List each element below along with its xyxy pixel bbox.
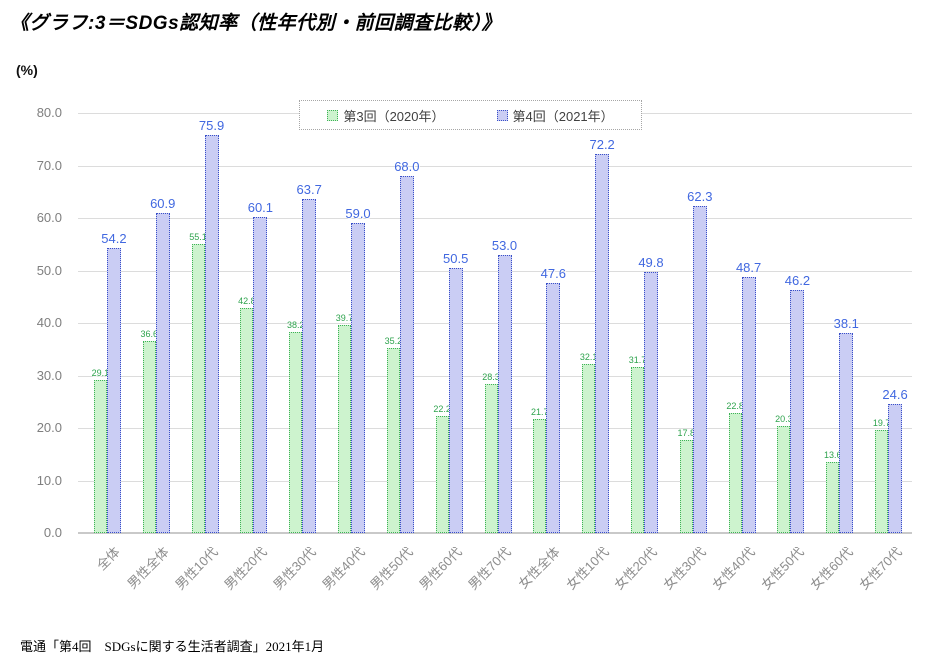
bar-series2-男性全体 bbox=[155, 213, 170, 533]
value-label-series2-女性60代: 38.1 bbox=[833, 315, 859, 331]
value-label-series2-男性20代: 60.1 bbox=[247, 200, 274, 216]
bar-series1-男性10代 bbox=[191, 243, 205, 533]
value-label-series2-男性30代: 63.7 bbox=[296, 181, 322, 197]
bar-series1-男性40代 bbox=[338, 324, 352, 533]
bar-series1-女性40代 bbox=[728, 413, 742, 533]
bar-series2-男性60代 bbox=[448, 267, 463, 533]
bar-series2-男性40代 bbox=[351, 223, 366, 533]
bar-series1-男性70代 bbox=[484, 384, 498, 533]
bar-series2-女性全体 bbox=[546, 283, 561, 533]
value-label-series2-男性40代: 59.0 bbox=[345, 206, 371, 222]
value-label-series1-男性50代: 35.2 bbox=[384, 336, 403, 347]
y-axis-tick-label: 0.0 bbox=[43, 525, 62, 540]
bar-series1-男性50代 bbox=[386, 348, 400, 533]
value-label-series2-女性全体: 47.6 bbox=[540, 266, 566, 282]
bar-series2-男性30代 bbox=[302, 198, 317, 533]
value-label-series2-男性10代: 75.9 bbox=[198, 117, 225, 133]
value-label-series2-女性70代: 24.6 bbox=[882, 386, 908, 402]
value-label-series1-男性全体: 36.6 bbox=[140, 328, 158, 339]
legend-swatch-survey4-icon bbox=[496, 109, 508, 121]
gridline bbox=[78, 270, 912, 272]
value-label-series2-男性70代: 53.0 bbox=[491, 237, 518, 253]
bar-series2-男性50代 bbox=[399, 176, 414, 533]
x-axis-category-label: 女性70代 bbox=[855, 544, 905, 593]
bar-series2-男性70代 bbox=[497, 254, 512, 533]
y-axis-tick-label: 10.0 bbox=[36, 472, 62, 488]
bar-series2-女性50代 bbox=[790, 290, 805, 533]
bar-series1-男性30代 bbox=[289, 332, 303, 533]
bar-series2-男性10代 bbox=[204, 134, 219, 533]
value-label-series1-男性20代: 42.8 bbox=[238, 296, 256, 307]
value-label-series2-全体: 54.2 bbox=[101, 231, 127, 247]
value-label-series2-男性50代: 68.0 bbox=[394, 159, 420, 174]
value-label-series2-女性10代: 72.2 bbox=[589, 136, 615, 152]
legend-label-survey4: 第4回（2021年） bbox=[512, 108, 614, 124]
bar-series1-女性10代 bbox=[582, 364, 596, 533]
value-label-series1-全体: 29.1 bbox=[91, 368, 110, 379]
bar-series2-男性20代 bbox=[253, 217, 268, 533]
value-label-series1-女性全体: 21.7 bbox=[531, 407, 549, 418]
value-label-series2-男性60代: 50.5 bbox=[443, 250, 469, 266]
value-label-series1-女性10代: 32.1 bbox=[579, 352, 598, 363]
bar-series1-女性50代 bbox=[777, 426, 791, 533]
bar-series1-女性30代 bbox=[679, 439, 693, 533]
y-axis-unit-label: (%) bbox=[16, 62, 38, 78]
value-label-series1-男性70代: 28.3 bbox=[482, 372, 500, 383]
bar-series2-女性30代 bbox=[692, 205, 707, 533]
bar-series1-女性20代 bbox=[630, 366, 644, 533]
y-axis-tick-label: 40.0 bbox=[36, 315, 62, 330]
bar-series2-全体 bbox=[106, 248, 121, 533]
value-label-series1-男性40代: 39.7 bbox=[335, 312, 354, 323]
legend-label-survey3: 第3回（2020年） bbox=[343, 108, 445, 124]
bar-series2-女性20代 bbox=[643, 271, 658, 533]
bar-series1-男性60代 bbox=[435, 416, 449, 533]
value-label-series1-女性30代: 17.8 bbox=[677, 427, 696, 438]
legend: 第3回（2020年） 第4回（2021年） bbox=[299, 100, 642, 130]
value-label-series1-男性60代: 22.2 bbox=[433, 404, 451, 415]
value-label-series1-男性10代: 55.1 bbox=[189, 231, 207, 242]
legend-item-survey3: 第3回（2020年） bbox=[327, 106, 445, 125]
bar-series1-全体 bbox=[93, 380, 107, 533]
value-label-series1-女性50代: 20.3 bbox=[775, 414, 793, 425]
value-label-series1-男性30代: 38.2 bbox=[286, 320, 305, 331]
bar-series2-女性70代 bbox=[888, 403, 903, 533]
gridline bbox=[78, 323, 912, 324]
y-axis-tick-label: 20.0 bbox=[36, 420, 62, 435]
source-note: 電通「第4回 SDGsに関する生活者調査」2021年1月 bbox=[20, 639, 325, 654]
legend-item-survey4: 第4回（2021年） bbox=[496, 106, 614, 125]
value-label-series1-女性60代: 13.6 bbox=[823, 449, 842, 460]
gridline bbox=[78, 375, 912, 377]
bar-series1-男性20代 bbox=[240, 308, 254, 533]
value-label-series2-女性40代: 48.7 bbox=[735, 260, 762, 276]
gridline bbox=[78, 165, 912, 167]
x-axis-line bbox=[78, 532, 912, 534]
value-label-series2-女性30代: 62.3 bbox=[687, 188, 713, 204]
value-label-series2-男性全体: 60.9 bbox=[150, 196, 176, 212]
legend-swatch-survey3-icon bbox=[327, 109, 339, 121]
y-axis-tick-label: 50.0 bbox=[36, 262, 62, 278]
bar-series2-女性10代 bbox=[595, 153, 610, 533]
bar-series2-女性60代 bbox=[839, 332, 854, 533]
bar-series1-女性60代 bbox=[826, 461, 840, 533]
y-axis-tick-label: 70.0 bbox=[36, 157, 62, 173]
chart-title: 《グラフ:3＝SDGs認知率（性年代別・前回調査比較）》 bbox=[10, 13, 502, 34]
value-label-series2-女性20代: 49.8 bbox=[638, 254, 664, 270]
gridline bbox=[78, 218, 912, 219]
bar-series1-女性70代 bbox=[875, 429, 889, 533]
y-axis-tick-label: 60.0 bbox=[36, 210, 62, 225]
value-label-series2-女性50代: 46.2 bbox=[784, 273, 811, 289]
value-label-series1-女性70代: 19.7 bbox=[872, 417, 891, 428]
y-axis-tick-label: 30.0 bbox=[36, 367, 62, 383]
bar-series2-女性40代 bbox=[741, 277, 756, 533]
bar-series1-女性全体 bbox=[533, 419, 547, 533]
y-axis-tick-label: 80.0 bbox=[36, 105, 62, 120]
bar-series1-男性全体 bbox=[142, 340, 156, 533]
value-label-series1-女性20代: 31.7 bbox=[628, 354, 647, 365]
value-label-series1-女性40代: 22.8 bbox=[726, 401, 744, 412]
